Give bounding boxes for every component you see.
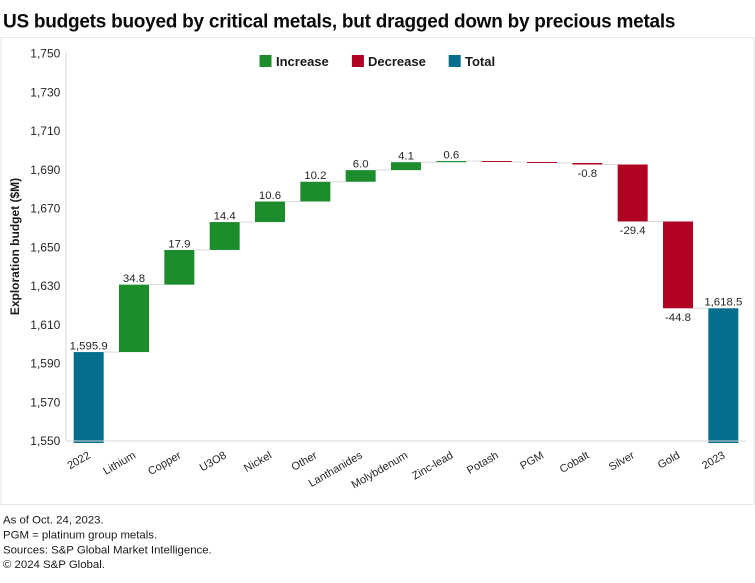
svg-text:1,590: 1,590	[30, 357, 60, 371]
svg-text:1,670: 1,670	[30, 202, 60, 216]
svg-text:Sources: S&P Global Market Int: Sources: S&P Global Market Intelligence.	[3, 545, 212, 557]
svg-text:© 2024 S&P Global.: © 2024 S&P Global.	[3, 559, 105, 571]
svg-text:1,550: 1,550	[30, 434, 60, 448]
svg-text:-44.8: -44.8	[665, 312, 691, 324]
svg-text:Increase: Increase	[276, 54, 329, 69]
svg-text:Total: Total	[465, 54, 495, 69]
svg-text:1,750: 1,750	[30, 47, 60, 61]
svg-text:10.6: 10.6	[259, 190, 281, 202]
svg-text:14.4: 14.4	[214, 210, 236, 222]
svg-text:6.0: 6.0	[353, 159, 369, 171]
svg-text:10.2: 10.2	[304, 170, 326, 182]
svg-text:1,595.9: 1,595.9	[70, 340, 108, 352]
svg-text:1,570: 1,570	[30, 395, 60, 409]
svg-text:1,730: 1,730	[30, 85, 60, 99]
svg-text:Decrease: Decrease	[368, 54, 426, 69]
svg-text:US budgets buoyed by critical: US budgets buoyed by critical metals, bu…	[3, 12, 675, 33]
svg-text:-0.8: -0.8	[578, 168, 598, 180]
svg-text:1,630: 1,630	[30, 279, 60, 293]
svg-text:1,690: 1,690	[30, 163, 60, 177]
svg-text:As of Oct. 24, 2023.: As of Oct. 24, 2023.	[3, 515, 104, 527]
svg-text:1,618.5: 1,618.5	[704, 297, 742, 309]
svg-text:17.9: 17.9	[168, 238, 190, 250]
svg-text:1,650: 1,650	[30, 240, 60, 254]
svg-text:4.1: 4.1	[398, 151, 414, 163]
svg-text:1,610: 1,610	[30, 318, 60, 332]
svg-text:34.8: 34.8	[123, 273, 145, 285]
svg-text:-29.4: -29.4	[620, 225, 646, 237]
svg-text:Exploration budget ($M): Exploration budget ($M)	[8, 178, 22, 315]
svg-text:0.6: 0.6	[443, 149, 459, 161]
svg-text:1,710: 1,710	[30, 124, 60, 138]
svg-text:PGM = platinum group metals.: PGM = platinum group metals.	[3, 530, 157, 542]
